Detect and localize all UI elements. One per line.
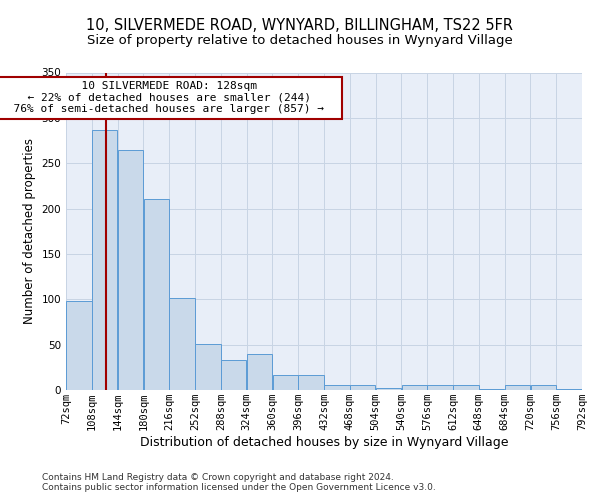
Bar (195, 344, 221, 390)
Bar (66, 301, 92, 390)
Bar (92, 130, 118, 390)
Bar (556, 389, 582, 390)
Y-axis label: Number of detached properties: Number of detached properties (23, 138, 36, 324)
Bar (247, 354, 272, 390)
Bar (376, 388, 401, 390)
Bar (479, 389, 505, 390)
Text: 10, SILVERMEDE ROAD, WYNYARD, BILLINGHAM, TS22 5FR: 10, SILVERMEDE ROAD, WYNYARD, BILLINGHAM… (86, 18, 514, 32)
Bar (272, 374, 298, 390)
Bar (324, 384, 350, 390)
Bar (169, 298, 195, 390)
Bar (350, 384, 376, 390)
Bar (221, 360, 247, 390)
Bar (505, 386, 530, 390)
X-axis label: Distribution of detached houses by size in Wynyard Village: Distribution of detached houses by size … (140, 436, 508, 449)
Bar (143, 198, 169, 390)
Bar (401, 384, 427, 390)
Text: Size of property relative to detached houses in Wynyard Village: Size of property relative to detached ho… (87, 34, 513, 47)
Bar (582, 388, 600, 390)
Bar (453, 384, 479, 390)
Bar (530, 386, 556, 390)
Bar (427, 386, 453, 390)
Text: 10 SILVERMEDE ROAD: 128sqm  
  ← 22% of detached houses are smaller (244)  
  76: 10 SILVERMEDE ROAD: 128sqm ← 22% of deta… (1, 82, 338, 114)
Bar (118, 150, 143, 390)
Bar (298, 376, 324, 390)
Text: Contains HM Land Registry data © Crown copyright and database right 2024.
Contai: Contains HM Land Registry data © Crown c… (42, 473, 436, 492)
